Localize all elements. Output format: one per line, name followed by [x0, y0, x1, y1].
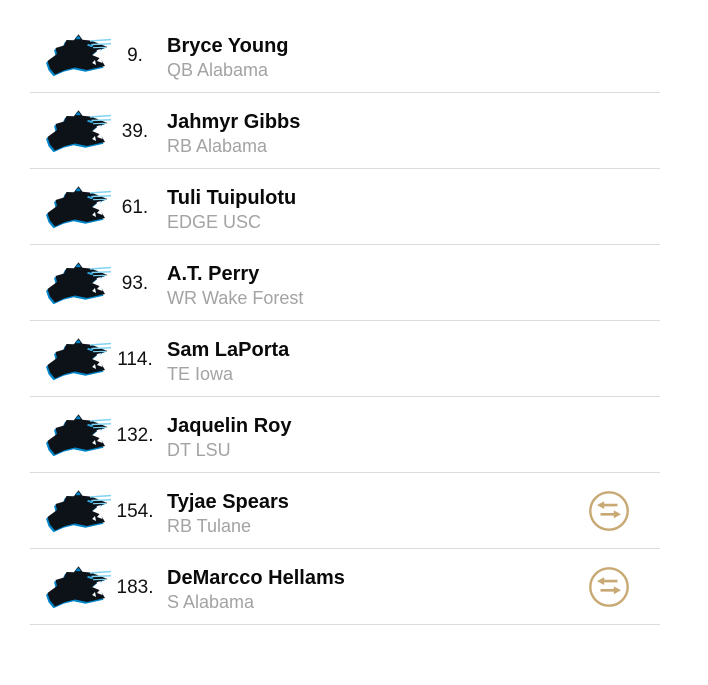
pick-number: 154.: [116, 500, 154, 522]
player-name: Bryce Young: [167, 35, 289, 57]
draft-pick-list: 9. Bryce Young QB Alabama: [30, 0, 660, 625]
carolina-panthers-logo-icon: [45, 32, 111, 77]
player-position-school: EDGE USC: [167, 212, 262, 232]
pick-number: 61.: [121, 196, 149, 218]
player-name: Jaquelin Roy: [167, 415, 292, 437]
carolina-panthers-logo-icon: [45, 488, 111, 533]
player-info: Tyjae Spears RB Tulane: [167, 489, 289, 538]
player-info: Jahmyr Gibbs RB Alabama: [167, 109, 300, 158]
carolina-panthers-logo-icon: [45, 184, 111, 229]
player-name: Tuli Tuipulotu: [167, 187, 297, 209]
player-position-school: TE Iowa: [167, 364, 234, 384]
draft-pick-row[interactable]: 39. Jahmyr Gibbs RB Alabama: [30, 93, 660, 169]
player-info: Sam LaPorta TE Iowa: [167, 337, 289, 386]
player-info: A.T. Perry WR Wake Forest: [167, 261, 303, 310]
draft-pick-row[interactable]: 9. Bryce Young QB Alabama: [30, 17, 660, 93]
player-name: Sam LaPorta: [167, 339, 290, 361]
player-position-school: DT LSU: [167, 440, 231, 460]
player-position-school: S Alabama: [167, 592, 255, 612]
pick-number: 132.: [116, 424, 154, 446]
player-name: A.T. Perry: [167, 263, 260, 285]
carolina-panthers-logo-icon: [45, 412, 111, 457]
trade-swap-arrows-icon[interactable]: [588, 490, 630, 532]
carolina-panthers-logo-icon: [45, 260, 111, 305]
player-position-school: RB Alabama: [167, 136, 268, 156]
pick-number: 114.: [117, 348, 153, 370]
draft-pick-row[interactable]: 93. A.T. Perry WR Wake Forest: [30, 245, 660, 321]
player-name: Tyjae Spears: [167, 491, 289, 513]
player-info: Bryce Young QB Alabama: [167, 33, 289, 82]
player-position-school: WR Wake Forest: [167, 288, 304, 308]
player-info: Tuli Tuipulotu EDGE USC: [167, 185, 296, 234]
player-name: Jahmyr Gibbs: [167, 111, 301, 133]
pick-number: 39.: [121, 120, 149, 142]
player-info: Jaquelin Roy DT LSU: [167, 413, 291, 462]
carolina-panthers-logo-icon: [45, 108, 111, 153]
draft-pick-row[interactable]: 154. Tyjae Spears RB Tulane: [30, 473, 660, 549]
draft-pick-row[interactable]: 114. Sam LaPorta TE Iowa: [30, 321, 660, 397]
player-name: DeMarcco Hellams: [167, 567, 345, 589]
carolina-panthers-logo-icon: [45, 336, 111, 381]
draft-pick-row[interactable]: 132. Jaquelin Roy DT LSU: [30, 397, 660, 473]
carolina-panthers-logo-icon: [45, 564, 111, 609]
player-position-school: QB Alabama: [167, 60, 269, 80]
pick-number: 93.: [121, 272, 149, 294]
player-position-school: RB Tulane: [167, 516, 252, 536]
trade-swap-arrows-icon[interactable]: [588, 566, 630, 608]
draft-pick-row[interactable]: 183. DeMarcco Hellams S Alabama: [30, 549, 660, 625]
pick-number: 183.: [116, 576, 154, 598]
draft-pick-row[interactable]: 61. Tuli Tuipulotu EDGE USC: [30, 169, 660, 245]
pick-number: 9.: [127, 44, 143, 66]
player-info: DeMarcco Hellams S Alabama: [167, 565, 345, 614]
